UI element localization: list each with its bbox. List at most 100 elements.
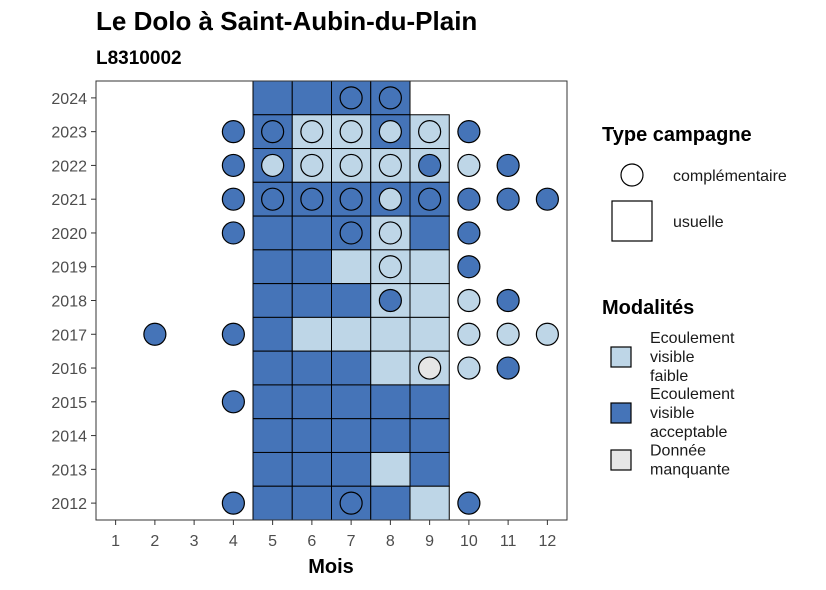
- y-tick-label: 2024: [51, 91, 87, 108]
- point-complementaire: [457, 288, 481, 313]
- legend-shape-title: Type campagne: [602, 124, 752, 146]
- x-tick-label: 9: [425, 533, 434, 550]
- chart-subtitle: L8310002: [96, 48, 182, 69]
- point-complementaire: [261, 187, 285, 211]
- x-tick-label: 6: [307, 533, 316, 550]
- point-complementaire: [496, 153, 520, 178]
- y-tick-label: 2015: [51, 395, 87, 412]
- tile-usuelle: [370, 485, 411, 521]
- point-complementaire: [339, 491, 363, 515]
- tile-usuelle: [252, 283, 293, 318]
- tile-usuelle: [252, 418, 293, 453]
- point-complementaire: [261, 120, 285, 144]
- tile-usuelle: [252, 451, 293, 487]
- point-complementaire: [418, 187, 442, 211]
- tile-usuelle: [252, 350, 293, 386]
- tile-usuelle: [409, 384, 450, 420]
- point-complementaire: [457, 120, 481, 144]
- x-tick-label: 5: [268, 533, 277, 550]
- x-tick-label: 3: [190, 533, 199, 550]
- legend-fill-label: Donnée: [650, 443, 706, 460]
- point-complementaire: [457, 322, 481, 346]
- tile-usuelle: [409, 283, 450, 318]
- point-complementaire: [496, 187, 520, 211]
- tile-usuelle: [331, 451, 372, 487]
- legend-fill-label: manquante: [650, 462, 730, 479]
- point-complementaire: [221, 120, 245, 144]
- point-complementaire: [221, 221, 245, 245]
- point-complementaire: [339, 187, 363, 211]
- y-tick-label: 2012: [51, 496, 87, 513]
- legend-shape-label: complémentaire: [673, 168, 787, 185]
- point-complementaire: [221, 390, 245, 414]
- point-complementaire: [300, 187, 324, 211]
- legend-circle-key: [620, 163, 644, 187]
- point-complementaire: [535, 322, 559, 346]
- tile-usuelle: [291, 80, 332, 116]
- tile-usuelle: [291, 283, 332, 318]
- point-complementaire: [300, 120, 324, 144]
- legend-fill-key: [610, 449, 632, 471]
- tile-usuelle: [370, 316, 411, 352]
- tile-usuelle: [291, 249, 332, 285]
- tile-usuelle: [252, 316, 293, 352]
- legend-fill-label: Ecoulement: [650, 330, 735, 347]
- tile-usuelle: [370, 418, 411, 453]
- point-complementaire: [339, 221, 363, 245]
- tile-usuelle: [331, 418, 372, 453]
- legend-fill-key: [610, 346, 632, 368]
- point-complementaire: [221, 187, 245, 211]
- tile-usuelle: [331, 384, 372, 420]
- tile-usuelle: [291, 451, 332, 487]
- legend-shape-label: usuelle: [673, 214, 724, 231]
- tile-usuelle: [370, 384, 411, 420]
- point-complementaire: [339, 120, 363, 144]
- tile-usuelle: [409, 485, 450, 521]
- point-complementaire: [457, 356, 481, 380]
- point-complementaire: [378, 255, 402, 279]
- tile-usuelle: [291, 215, 332, 251]
- tile-usuelle: [252, 215, 293, 251]
- y-tick-label: 2018: [51, 294, 87, 311]
- x-tick-label: 4: [229, 533, 238, 550]
- x-tick-label: 11: [500, 533, 517, 550]
- tile-usuelle: [409, 316, 450, 352]
- y-tick-label: 2020: [51, 226, 87, 243]
- point-complementaire: [457, 221, 481, 245]
- tile-usuelle: [331, 350, 372, 386]
- legend-modalites: Modalités EcoulementvisiblefaibleEcoulem…: [602, 297, 735, 479]
- tile-usuelle: [331, 283, 372, 318]
- tile-usuelle: [291, 384, 332, 420]
- legend-fill-key: [610, 402, 632, 424]
- point-complementaire: [378, 221, 402, 245]
- point-complementaire: [457, 187, 481, 211]
- y-tick-label: 2023: [51, 125, 87, 142]
- x-axis-ticks: 1 2 3 4 5 6 7 8 9 10 11 12: [111, 520, 556, 550]
- point-complementaire: [378, 120, 402, 144]
- x-tick-label: 12: [538, 533, 556, 550]
- y-tick-label: 2017: [51, 327, 87, 344]
- point-complementaire: [418, 153, 442, 178]
- y-tick-label: 2019: [51, 260, 87, 277]
- y-tick-label: 2022: [51, 158, 87, 175]
- tile-usuelle: [409, 215, 450, 251]
- x-tick-label: 7: [347, 533, 356, 550]
- tile-usuelle: [331, 316, 372, 352]
- chart-title: Le Dolo à Saint-Aubin-du-Plain: [96, 6, 477, 36]
- tile-usuelle: [331, 249, 372, 285]
- point-complementaire: [535, 187, 559, 211]
- tile-usuelle: [409, 418, 450, 453]
- x-tick-label: 1: [111, 533, 120, 550]
- tile-usuelle: [252, 485, 293, 521]
- usuelle-tiles: [252, 80, 450, 521]
- tile-usuelle: [291, 485, 332, 521]
- point-complementaire: [378, 86, 402, 110]
- tile-usuelle: [252, 80, 293, 116]
- point-complementaire: [418, 356, 442, 380]
- point-complementaire: [378, 187, 402, 211]
- point-complementaire: [221, 153, 245, 178]
- point-complementaire: [143, 322, 167, 346]
- point-complementaire: [261, 153, 285, 178]
- y-axis-ticks: 2012 2013 2014 2015 2016 2017 2018 2019 2020 2021…: [51, 91, 96, 513]
